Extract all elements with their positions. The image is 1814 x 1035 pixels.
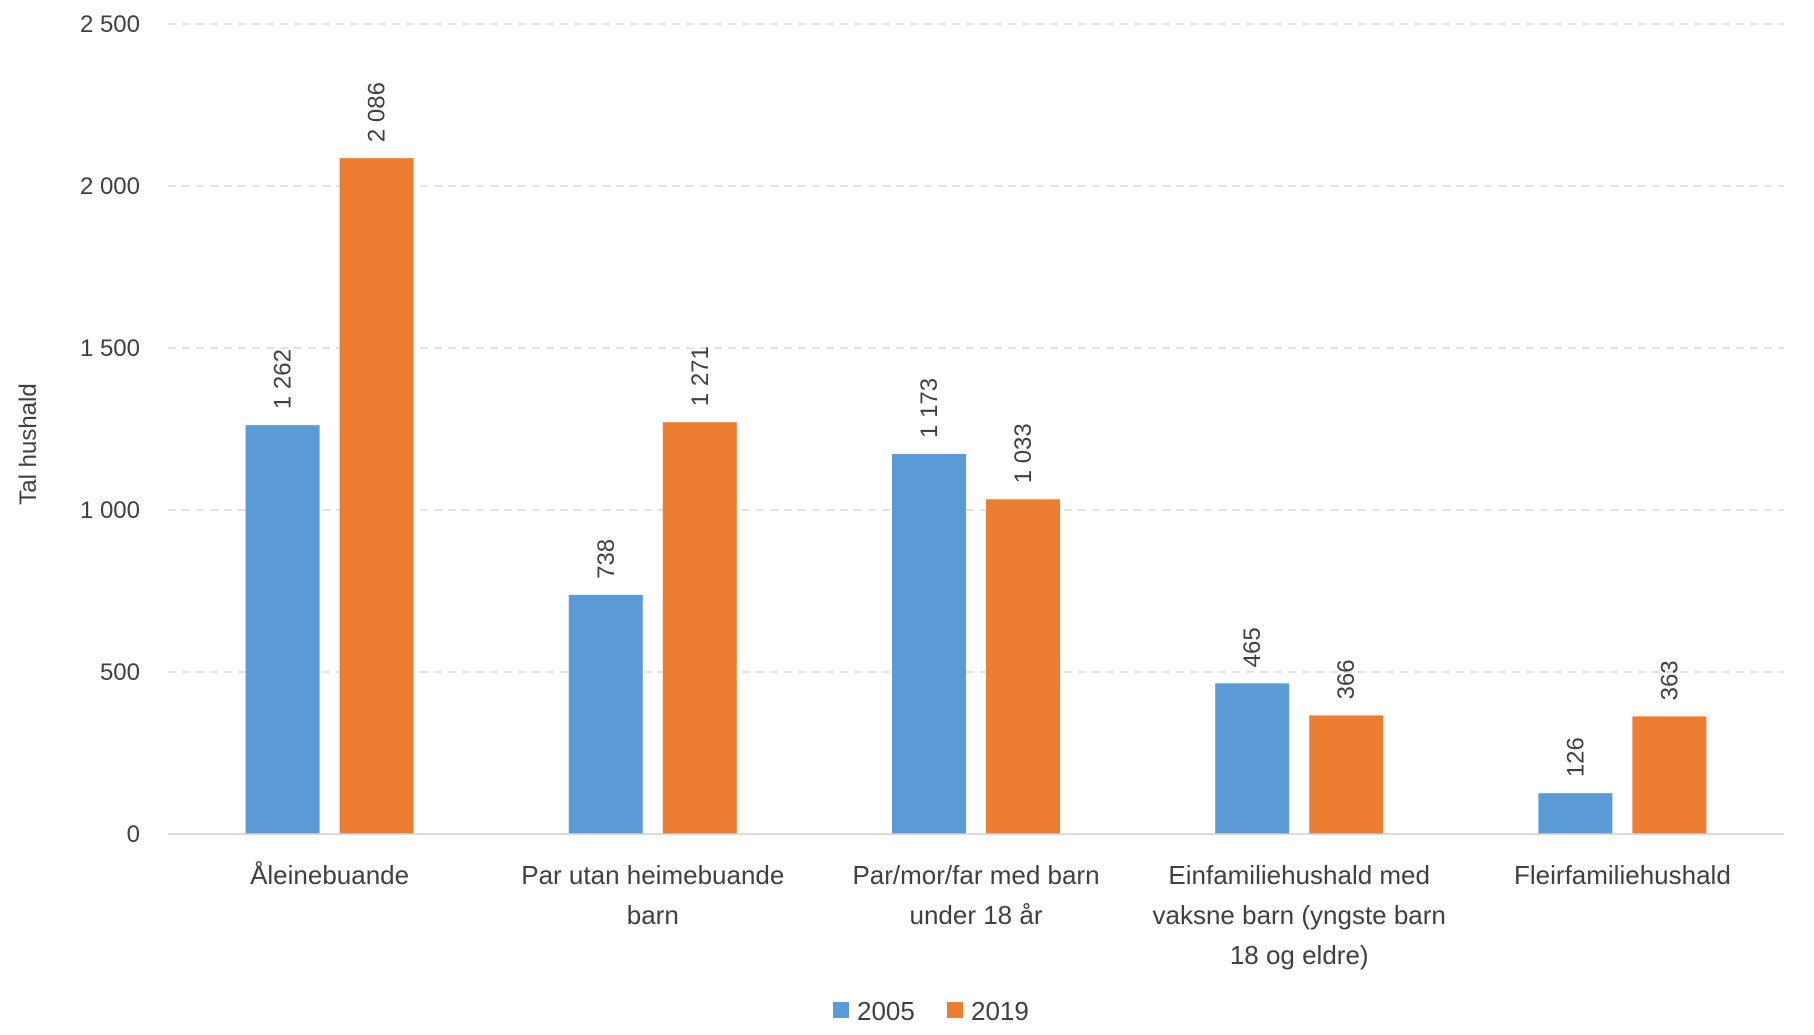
y-tick-label: 1 000: [80, 497, 140, 524]
bar-2019-3: [986, 499, 1060, 834]
y-tick-label: 500: [100, 659, 140, 686]
bar-2019-1: [339, 158, 414, 835]
y-tick-label: 2 500: [80, 11, 140, 38]
legend: 2005 2019: [833, 996, 1029, 1026]
y-tick-label: 1 500: [80, 335, 140, 362]
data-label-2005-2: 738: [593, 539, 620, 579]
data-label-2005-4: 465: [1239, 627, 1266, 667]
data-label-2005-3: 1 173: [916, 378, 943, 438]
bar-2019-4: [1309, 715, 1384, 834]
bars: [245, 158, 1707, 835]
data-label-2019-1: 2 086: [364, 82, 391, 142]
data-label-2019-2: 1 271: [687, 346, 714, 406]
bar-2019-5: [1632, 716, 1707, 834]
gridlines: [168, 23, 1784, 673]
data-label-2019-5: 363: [1656, 660, 1683, 700]
legend-label-2005: 2005: [857, 996, 915, 1026]
legend-swatch-2005: [833, 1002, 849, 1018]
y-axis-ticks: 0 500 1 000 1 500 2 000 2 500: [80, 11, 140, 848]
bar-2005-1: [245, 425, 320, 834]
bar-2019-2: [662, 422, 737, 834]
legend-label-2019: 2019: [971, 996, 1029, 1026]
data-label-2019-4: 366: [1333, 659, 1360, 699]
category-label: Einfamiliehushald med vaksne barn (yngste…: [1153, 860, 1446, 970]
data-label-2019-3: 1 033: [1010, 423, 1037, 483]
category-label: Par/mor/far med barn under 18 år: [852, 860, 1099, 930]
bar-2005-4: [1215, 683, 1290, 834]
y-tick-label: 2 000: [80, 173, 140, 200]
legend-swatch-2019: [947, 1002, 963, 1018]
data-label-2005-5: 126: [1562, 737, 1589, 777]
bar-2005-2: [568, 594, 643, 834]
x-axis-category-labels: Åleinebuande Par utan heimebuande barn Par/…: [250, 860, 1731, 970]
y-tick-label: 0: [127, 821, 140, 848]
y-axis-label: Tal hushald: [15, 383, 42, 504]
category-label: Par utan heimebuande barn: [521, 860, 784, 930]
data-label-2005-1: 1 262: [270, 349, 297, 409]
bar-2005-3: [892, 453, 966, 834]
category-label: Fleirfamiliehushald: [1514, 860, 1731, 890]
bar-2005-5: [1538, 793, 1613, 834]
category-label: Åleinebuande: [250, 860, 409, 890]
data-labels: 1 262 2 086 738 1 271 1 173 1 033 465 366 126 363: [270, 82, 1684, 777]
